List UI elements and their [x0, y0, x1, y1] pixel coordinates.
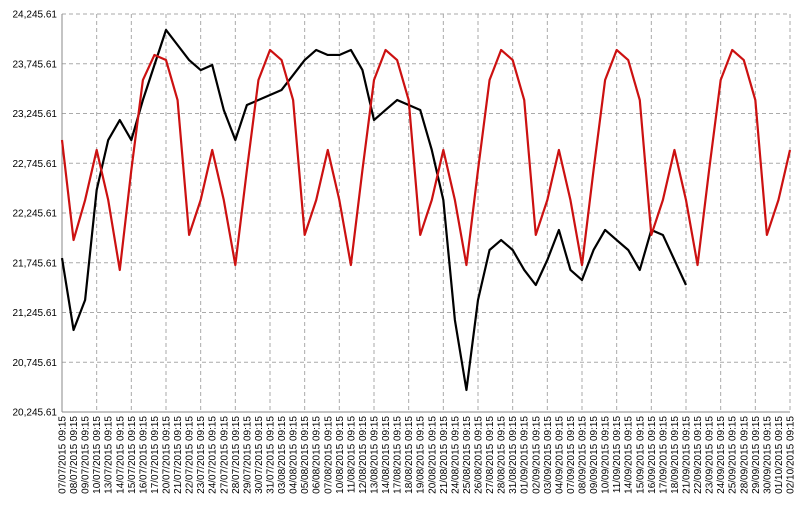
x-tick-label: 24/09/2015 09:15 — [716, 416, 727, 494]
x-tick-label: 02/10/2015 09:15 — [786, 416, 797, 494]
y-tick-label: 21,745.61 — [13, 258, 58, 269]
x-tick-label: 27/08/2015 09:15 — [485, 416, 496, 494]
x-tick-label: 04/08/2015 09:15 — [289, 416, 300, 494]
x-tick-label: 18/09/2015 09:15 — [670, 416, 681, 494]
x-tick-label: 21/07/2015 09:15 — [173, 416, 184, 494]
x-tick-label: 06/08/2015 09:15 — [312, 416, 323, 494]
x-tick-label: 15/07/2015 09:15 — [127, 416, 138, 494]
y-tick-label: 20,745.61 — [13, 358, 58, 369]
x-tick-label: 14/08/2015 09:15 — [381, 416, 392, 494]
x-tick-label: 29/09/2015 09:15 — [751, 416, 762, 494]
x-tick-label: 16/07/2015 09:15 — [138, 416, 149, 494]
x-tick-label: 07/07/2015 09:15 — [58, 416, 69, 494]
x-tick-label: 20/08/2015 09:15 — [427, 416, 438, 494]
x-tick-label: 03/09/2015 09:15 — [543, 416, 554, 494]
x-tick-label: 11/09/2015 09:15 — [612, 416, 623, 494]
x-tick-label: 10/09/2015 09:15 — [601, 416, 612, 494]
x-tick-label: 13/07/2015 09:15 — [104, 416, 115, 494]
x-tick-label: 14/07/2015 09:15 — [115, 416, 126, 494]
x-tick-label: 16/09/2015 09:15 — [647, 416, 658, 494]
y-tick-label: 20,245.61 — [13, 408, 58, 419]
x-tick-label: 14/09/2015 09:15 — [624, 416, 635, 494]
x-tick-label: 19/08/2015 09:15 — [416, 416, 427, 494]
x-tick-label: 13/08/2015 09:15 — [370, 416, 381, 494]
line-series — [60, 28, 687, 392]
x-tick-label: 21/09/2015 09:15 — [682, 416, 693, 494]
x-tick-label: 05/08/2015 09:15 — [300, 416, 311, 494]
x-tick-label: 29/07/2015 09:15 — [242, 416, 253, 494]
x-tick-label: 23/07/2015 09:15 — [196, 416, 207, 494]
x-tick-label: 09/07/2015 09:15 — [81, 416, 92, 494]
x-tick-label: 15/09/2015 09:15 — [635, 416, 646, 494]
y-tick-label: 24,245.61 — [13, 10, 58, 21]
x-tick-label: 30/09/2015 09:15 — [762, 416, 773, 494]
x-tick-label: 31/08/2015 09:15 — [508, 416, 519, 494]
x-tick-label: 24/08/2015 09:15 — [450, 416, 461, 494]
y-tick-label: 21,245.61 — [13, 308, 58, 319]
x-tick-label: 26/08/2015 09:15 — [474, 416, 485, 494]
x-tick-label: 01/10/2015 09:15 — [774, 416, 785, 494]
x-tick-label: 21/08/2015 09:15 — [439, 416, 450, 494]
y-tick-label: 23,745.61 — [13, 59, 58, 70]
y-tick-label: 22,745.61 — [13, 159, 58, 170]
x-tick-label: 10/08/2015 09:15 — [335, 416, 346, 494]
x-tick-label: 11/08/2015 09:15 — [346, 416, 357, 494]
x-tick-label: 28/07/2015 09:15 — [231, 416, 242, 494]
y-tick-label: 23,245.61 — [13, 109, 58, 120]
x-tick-label: 25/09/2015 09:15 — [728, 416, 739, 494]
x-tick-label: 02/09/2015 09:15 — [531, 416, 542, 494]
x-tick-label: 28/09/2015 09:15 — [739, 416, 750, 494]
x-tick-label: 08/07/2015 09:15 — [69, 416, 80, 494]
x-tick-label: 01/09/2015 09:15 — [520, 416, 531, 494]
x-tick-label: 17/07/2015 09:15 — [150, 416, 161, 494]
x-tick-label: 12/08/2015 09:15 — [358, 416, 369, 494]
x-tick-label: 30/07/2015 09:15 — [254, 416, 265, 494]
x-tick-label: 24/07/2015 09:15 — [208, 416, 219, 494]
x-tick-label: 10/07/2015 09:15 — [92, 416, 103, 494]
x-tick-label: 03/08/2015 09:15 — [277, 416, 288, 494]
x-tick-label: 07/09/2015 09:15 — [566, 416, 577, 494]
line-series — [60, 48, 792, 272]
x-tick-label: 17/08/2015 09:15 — [393, 416, 404, 494]
x-tick-label: 27/07/2015 09:15 — [219, 416, 230, 494]
x-tick-label: 22/09/2015 09:15 — [693, 416, 704, 494]
x-tick-label: 17/09/2015 09:15 — [658, 416, 669, 494]
x-tick-label: 18/08/2015 09:15 — [404, 416, 415, 494]
x-tick-label: 07/08/2015 09:15 — [323, 416, 334, 494]
x-tick-label: 08/09/2015 09:15 — [578, 416, 589, 494]
x-tick-label: 20/07/2015 09:15 — [162, 416, 173, 494]
x-tick-label: 22/07/2015 09:15 — [185, 416, 196, 494]
x-tick-label: 09/09/2015 09:15 — [589, 416, 600, 494]
y-tick-label: 22,245.61 — [13, 209, 58, 220]
x-tick-label: 25/08/2015 09:15 — [462, 416, 473, 494]
x-tick-label: 23/09/2015 09:15 — [705, 416, 716, 494]
x-tick-label: 28/08/2015 09:15 — [497, 416, 508, 494]
x-tick-label: 31/07/2015 09:15 — [266, 416, 277, 494]
x-tick-label: 04/09/2015 09:15 — [554, 416, 565, 494]
